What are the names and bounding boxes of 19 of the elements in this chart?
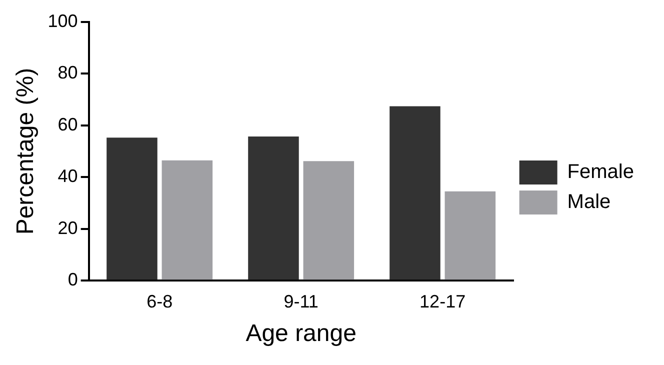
x-tick-label: 12-17 [420,291,466,312]
x-tick-label: 9-11 [284,291,318,312]
y-tick-label: 40 [58,166,78,186]
legend-label: Male [567,191,611,214]
y-tick-label: 20 [58,218,78,238]
bar [390,106,440,280]
y-tick-label: 100 [48,10,78,31]
bar [162,160,213,280]
legend-label: Female [567,161,634,184]
bar [303,161,354,280]
y-tick-label: 80 [58,62,78,83]
bar [106,138,158,280]
y-tick-label: 0 [68,270,78,290]
bar [444,191,496,280]
y-tick-label: 60 [58,114,78,134]
bar [248,136,299,280]
y-axis-title: Percentage (%) [12,68,40,235]
x-axis-title: Age range [246,320,356,348]
x-tick-label: 6-8 [146,291,173,312]
